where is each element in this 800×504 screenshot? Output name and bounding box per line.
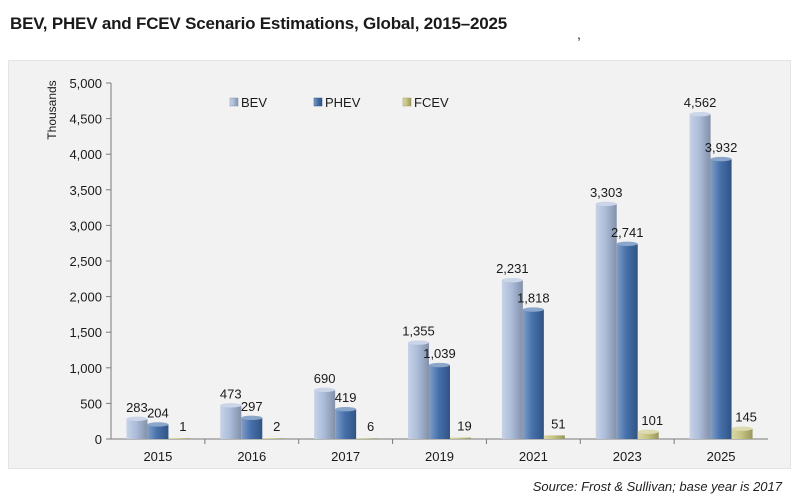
bar-cap	[710, 156, 732, 162]
x-tick-label: 2017	[331, 449, 360, 464]
bar-bev-2016	[220, 405, 242, 439]
bar-cap	[147, 422, 169, 427]
value-label-fcev-2015: 1	[179, 419, 186, 434]
y-tick-label: 1,500	[69, 325, 102, 340]
value-label-bev-2015: 283	[126, 400, 148, 415]
bar-bev-2025	[689, 114, 711, 439]
value-label-bev-2023: 3,303	[590, 185, 623, 200]
bar-fcev-2017	[356, 438, 378, 439]
y-tick-label: 1,000	[69, 361, 102, 376]
bar-phev-2025	[710, 159, 732, 439]
y-axis-label: Thousands	[45, 80, 59, 139]
bar-fcev-2021	[543, 435, 565, 439]
value-label-fcev-2021: 51	[551, 416, 565, 431]
bar-fcev-2023	[637, 431, 659, 439]
value-label-bev-2021: 2,231	[496, 261, 529, 276]
value-label-phev-2017: 419	[335, 390, 357, 405]
source-note: Source: Frost & Sullivan; base year is 2…	[532, 479, 782, 494]
bar-phev-2017	[335, 409, 357, 439]
value-label-fcev-2023: 101	[641, 413, 663, 428]
x-tick-label: 2023	[613, 449, 642, 464]
bar-phev-2015	[147, 424, 169, 439]
x-tick-label: 2021	[519, 449, 548, 464]
bar-cap	[335, 406, 357, 412]
bar-cap	[241, 415, 263, 421]
bar-cap	[731, 426, 753, 431]
bar-bev-2019	[408, 342, 429, 439]
value-label-bev-2017: 690	[314, 371, 336, 386]
value-label-phev-2019: 1,039	[423, 346, 456, 361]
chart-title: BEV, PHEV and FCEV Scenario Estimations,…	[10, 14, 508, 33]
bar-phev-2016	[241, 417, 263, 439]
y-tick-label: 3,000	[69, 218, 102, 233]
x-tick-label: 2016	[237, 449, 266, 464]
y-tick-label: 2,500	[69, 254, 102, 269]
bar-phev-2023	[616, 243, 638, 439]
chart-legend: BEV PHEV FCEV	[229, 95, 449, 110]
bar-phev-2019	[429, 365, 450, 439]
bar-cap	[689, 111, 711, 117]
chart-axes: 0 500 1,000 1,500 2,000 2,500 3,000 3,500 4,000 4…	[45, 76, 768, 464]
bar-cap	[637, 429, 659, 435]
chart-bars	[126, 111, 753, 439]
bar-cap	[126, 416, 148, 422]
chart-panel	[8, 60, 791, 469]
y-tick-label: 4,500	[69, 112, 102, 127]
value-label-phev-2021: 1,818	[517, 291, 550, 306]
x-tick-label: 2025	[707, 449, 736, 464]
bar-fcev-2025	[731, 428, 753, 439]
legend-swatch-bev	[229, 97, 239, 107]
bar-cap	[314, 387, 336, 393]
legend-label-fcev: FCEV	[414, 95, 449, 110]
value-label-phev-2025: 3,932	[705, 140, 738, 155]
bar-fcev-2019	[450, 437, 471, 439]
bar-cap	[501, 277, 523, 283]
bar-cap	[522, 307, 544, 312]
legend-swatch-fcev	[402, 97, 412, 107]
y-tick-label: 2,000	[69, 290, 102, 305]
value-label-bev-2019: 1,355	[402, 324, 435, 339]
value-label-phev-2016: 297	[241, 399, 263, 414]
value-label-fcev-2019: 19	[457, 419, 471, 434]
bar-bev-2015	[126, 418, 148, 439]
value-label-phev-2015: 204	[147, 405, 169, 420]
value-label-phev-2023: 2,741	[611, 225, 644, 240]
bar-fcev-2015	[168, 438, 190, 439]
bar-phev-2021	[522, 309, 544, 439]
x-tick-label: 2019	[425, 449, 454, 464]
bar-cap	[220, 403, 242, 408]
legend-label-phev: PHEV	[325, 95, 361, 110]
legend-swatch-phev	[313, 97, 323, 107]
legend-label-bev: BEV	[241, 95, 267, 110]
y-tick-label: 4,000	[69, 147, 102, 162]
bar-cap	[429, 362, 450, 368]
value-label-fcev-2016: 2	[273, 419, 280, 434]
bar-bev-2017	[314, 389, 336, 439]
stray-comma: ,	[577, 26, 581, 42]
value-label-fcev-2017: 6	[367, 419, 374, 434]
y-tick-label: 5,000	[69, 76, 102, 91]
value-label-fcev-2025: 145	[735, 410, 757, 425]
value-label-bev-2016: 473	[220, 386, 242, 401]
y-tick-label: 3,500	[69, 183, 102, 198]
bar-bev-2023	[595, 203, 617, 439]
bar-bev-2021	[501, 280, 523, 439]
bar-cap	[408, 340, 429, 345]
bar-cap	[616, 241, 638, 247]
y-tick-label: 500	[80, 396, 102, 411]
y-tick-label: 0	[95, 432, 102, 447]
x-tick-label: 2015	[143, 449, 172, 464]
bar-fcev-2016	[262, 438, 284, 439]
value-label-bev-2025: 4,562	[684, 95, 717, 110]
bar-cap	[595, 201, 617, 207]
